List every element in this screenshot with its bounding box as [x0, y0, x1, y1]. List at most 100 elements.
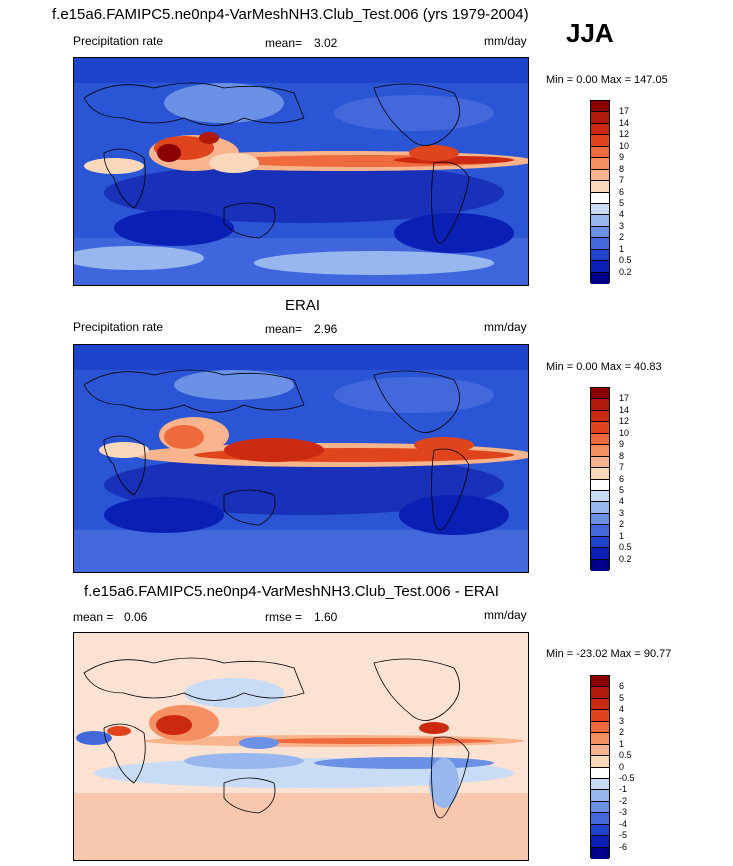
colorbar-tick-label: 9 — [619, 439, 625, 450]
panel1-variable-label: Precipitation rate — [73, 34, 164, 48]
colorbar-tick-label: 1 — [619, 738, 625, 749]
colorbar-tick-label: 1 — [619, 530, 625, 541]
colorbar-swatch — [591, 181, 609, 193]
colorbar-swatch — [591, 445, 609, 457]
colorbar-tick-label: 8 — [619, 163, 625, 174]
colorbar-swatch — [591, 548, 609, 560]
colorbar-swatch — [591, 112, 609, 124]
panel1-map-field — [74, 58, 528, 285]
colorbar-swatch — [591, 847, 609, 859]
panel3-minmax: Min = -23.02 Max = 90.77 — [546, 648, 672, 660]
colorbar-swatch — [591, 135, 609, 147]
colorbar-swatch — [591, 422, 609, 434]
colorbar-swatch — [591, 502, 609, 514]
colorbar-swatch — [591, 158, 609, 170]
panel2-subtitle: ERAI — [285, 297, 321, 314]
panel2-units: mm/day — [484, 320, 527, 334]
colorbar-swatch — [591, 813, 609, 825]
colorbar-tick-label: 4 — [619, 209, 625, 220]
colorbar-tick-label: 0 — [619, 761, 625, 772]
colorbar-swatch — [591, 215, 609, 227]
colorbar-tick-label: 3 — [619, 220, 625, 231]
panel1-minmax: Min = 0.00 Max = 147.05 — [546, 74, 668, 86]
colorbar-swatch — [591, 169, 609, 182]
panel2-colorbar-swatches — [590, 387, 610, 571]
colorbar-swatch — [591, 559, 609, 571]
colorbar-tick-label: 12 — [619, 129, 630, 140]
colorbar-tick-label: 7 — [619, 175, 625, 186]
colorbar-tick-label: 5 — [619, 484, 625, 495]
colorbar-swatch — [591, 536, 609, 549]
colorbar-swatch — [591, 801, 609, 814]
panel3-subtitle: f.e15a6.FAMIPC5.ne0np4-VarMeshNH3.Club_T… — [84, 583, 499, 600]
colorbar-swatch — [591, 767, 609, 779]
colorbar-tick-label: 4 — [619, 496, 625, 507]
colorbar-swatch — [591, 238, 609, 250]
panel2-mean-label: mean= — [265, 322, 303, 336]
colorbar-tick-label: 4 — [619, 704, 625, 715]
colorbar-tick-label: 9 — [619, 152, 625, 163]
panel2-map-field — [74, 345, 528, 572]
colorbar-swatch — [591, 433, 609, 446]
colorbar-swatch — [591, 101, 609, 113]
panel3-mean-label: mean = — [73, 610, 114, 624]
figure-title: f.e15a6.FAMIPC5.ne0np4-VarMeshNH3.Club_T… — [52, 6, 529, 23]
colorbar-swatch — [591, 272, 609, 284]
colorbar-tick-label: 6 — [619, 186, 625, 197]
colorbar-tick-label: 10 — [619, 427, 630, 438]
colorbar-swatch — [591, 756, 609, 768]
colorbar-swatch — [591, 525, 609, 537]
colorbar-swatch — [591, 399, 609, 411]
colorbar-tick-label: 1 — [619, 243, 625, 254]
colorbar-swatch — [591, 490, 609, 503]
colorbar-swatch — [591, 721, 609, 734]
colorbar-tick-label: 2 — [619, 519, 625, 530]
colorbar-tick-label: 14 — [619, 117, 630, 128]
panel3-map-field — [74, 633, 528, 860]
panel1-colorbar-swatches — [590, 100, 610, 284]
panel1-mean-label: mean= — [265, 36, 303, 50]
colorbar-swatch — [591, 468, 609, 480]
colorbar-swatch — [591, 824, 609, 837]
colorbar-tick-label: -6 — [619, 841, 628, 852]
panel3-units: mm/day — [484, 608, 527, 622]
colorbar-tick-label: 0.2 — [619, 266, 632, 277]
panel2-variable-label: Precipitation rate — [73, 320, 164, 334]
colorbar-swatch — [591, 676, 609, 688]
colorbar-tick-label: 2 — [619, 232, 625, 243]
colorbar-tick-label: 12 — [619, 416, 630, 427]
colorbar-tick-label: -0.5 — [619, 772, 635, 783]
panel1-precip-map — [73, 57, 529, 286]
colorbar-swatch — [591, 261, 609, 273]
colorbar-swatch — [591, 778, 609, 791]
colorbar-swatch — [591, 790, 609, 802]
colorbar-swatch — [591, 456, 609, 469]
colorbar-tick-label: 5 — [619, 692, 625, 703]
colorbar-tick-label: 0.2 — [619, 553, 632, 564]
colorbar-tick-label: -1 — [619, 784, 628, 795]
colorbar-tick-label: -2 — [619, 795, 628, 806]
colorbar-tick-label: -3 — [619, 807, 628, 818]
panel3-rmse-label: rmse = — [265, 610, 303, 624]
panel3-mean-value: 0.06 — [124, 610, 148, 624]
colorbar-swatch — [591, 710, 609, 722]
colorbar-swatch — [591, 146, 609, 159]
colorbar-swatch — [591, 744, 609, 757]
panel3-rmse-value: 1.60 — [314, 610, 338, 624]
colorbar-swatch — [591, 192, 609, 204]
colorbar-tick-label: 17 — [619, 106, 630, 117]
colorbar-tick-label: 5 — [619, 197, 625, 208]
colorbar-tick-label: 7 — [619, 462, 625, 473]
colorbar-swatch — [591, 687, 609, 699]
panel2-minmax: Min = 0.00 Max = 40.83 — [546, 361, 662, 373]
colorbar-swatch — [591, 698, 609, 711]
colorbar-tick-label: 0.5 — [619, 542, 632, 553]
colorbar-tick-label: 6 — [619, 473, 625, 484]
colorbar-swatch — [591, 388, 609, 400]
colorbar-swatch — [591, 410, 609, 423]
panel1-mean-value: 3.02 — [314, 36, 338, 50]
colorbar-tick-label: 8 — [619, 450, 625, 461]
colorbar-swatch — [591, 836, 609, 848]
colorbar-swatch — [591, 513, 609, 526]
panel3-difference-map — [73, 632, 529, 861]
